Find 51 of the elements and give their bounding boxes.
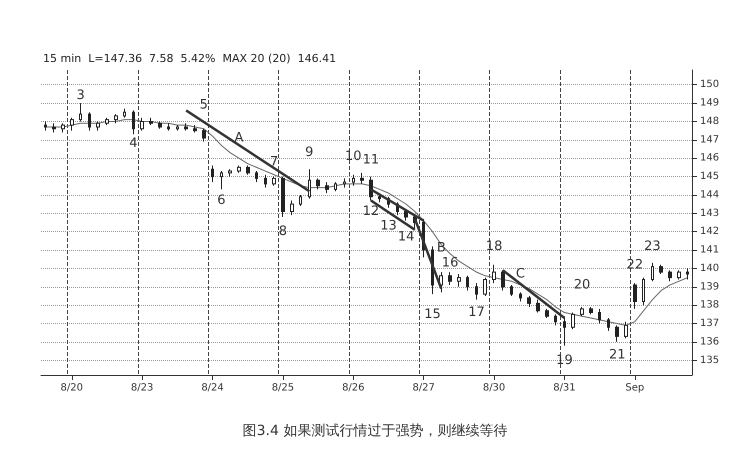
annotation: 8 — [278, 224, 288, 240]
text: 图3.4 如果测试行情过于强势，则继续等待 — [242, 423, 508, 439]
annotation: 12 — [362, 204, 380, 219]
annotation: 20 — [574, 277, 590, 292]
annotation: 5 — [200, 97, 208, 112]
y-tick-label: 150 — [700, 79, 720, 90]
y-tick-label: 135 — [700, 354, 720, 366]
chart-subtitle: 15 min L=147.36 7.58 5.42% MAX 20 (20) 146.41 — [43, 52, 336, 65]
annotation: 17 — [468, 305, 485, 320]
y-tick-label: 147 — [700, 134, 720, 146]
x-tick-label: 8/30 — [482, 382, 506, 394]
annotation: 23 — [644, 238, 661, 254]
y-tick-label: 141 — [700, 244, 720, 256]
y-tick-label: 136 — [700, 336, 720, 348]
y-tick-label: 143 — [700, 208, 720, 219]
y-tick-label: 146 — [700, 152, 720, 164]
annotation: 6 — [217, 192, 226, 208]
annotation: 18 — [486, 238, 502, 254]
x-tick-label: 8/23 — [130, 382, 154, 394]
annotation: 4 — [129, 136, 138, 151]
annotation: A — [234, 130, 244, 146]
y-tick-label: 149 — [700, 98, 720, 109]
y-tick-label: 145 — [700, 171, 720, 182]
x-tick-label: 8/25 — [272, 382, 294, 394]
y-tick-label: 137 — [700, 318, 720, 330]
annotation: 21 — [608, 347, 626, 362]
annotation: C — [516, 266, 525, 282]
y-tick-label: 138 — [700, 300, 720, 311]
y-tick-label: 148 — [700, 116, 720, 127]
x-tick-label: 8/20 — [60, 382, 84, 394]
annotation: B — [436, 240, 446, 256]
x-tick-label: 8/31 — [553, 382, 576, 394]
x-tick-label: 8/27 — [412, 382, 435, 394]
annotation: 7 — [270, 154, 278, 170]
annotation: 19 — [556, 352, 573, 368]
annotation: 13 — [380, 218, 397, 234]
y-tick-label: 142 — [700, 226, 720, 238]
annotation: 14 — [398, 230, 414, 245]
annotation: 15 — [424, 306, 441, 322]
x-tick-label: Sep — [625, 382, 644, 394]
y-tick-label: 140 — [700, 262, 720, 274]
annotation: 3 — [76, 88, 85, 104]
y-tick-label: 139 — [700, 281, 720, 292]
annotation: 10 — [345, 148, 362, 164]
annotation: 16 — [442, 255, 458, 270]
x-tick-label: 8/24 — [201, 382, 224, 394]
y-tick-label: 144 — [700, 189, 720, 200]
annotation: 11 — [362, 152, 380, 168]
annotation: 22 — [626, 257, 644, 272]
annotation: 9 — [305, 145, 314, 160]
x-tick-label: 8/26 — [342, 382, 365, 394]
